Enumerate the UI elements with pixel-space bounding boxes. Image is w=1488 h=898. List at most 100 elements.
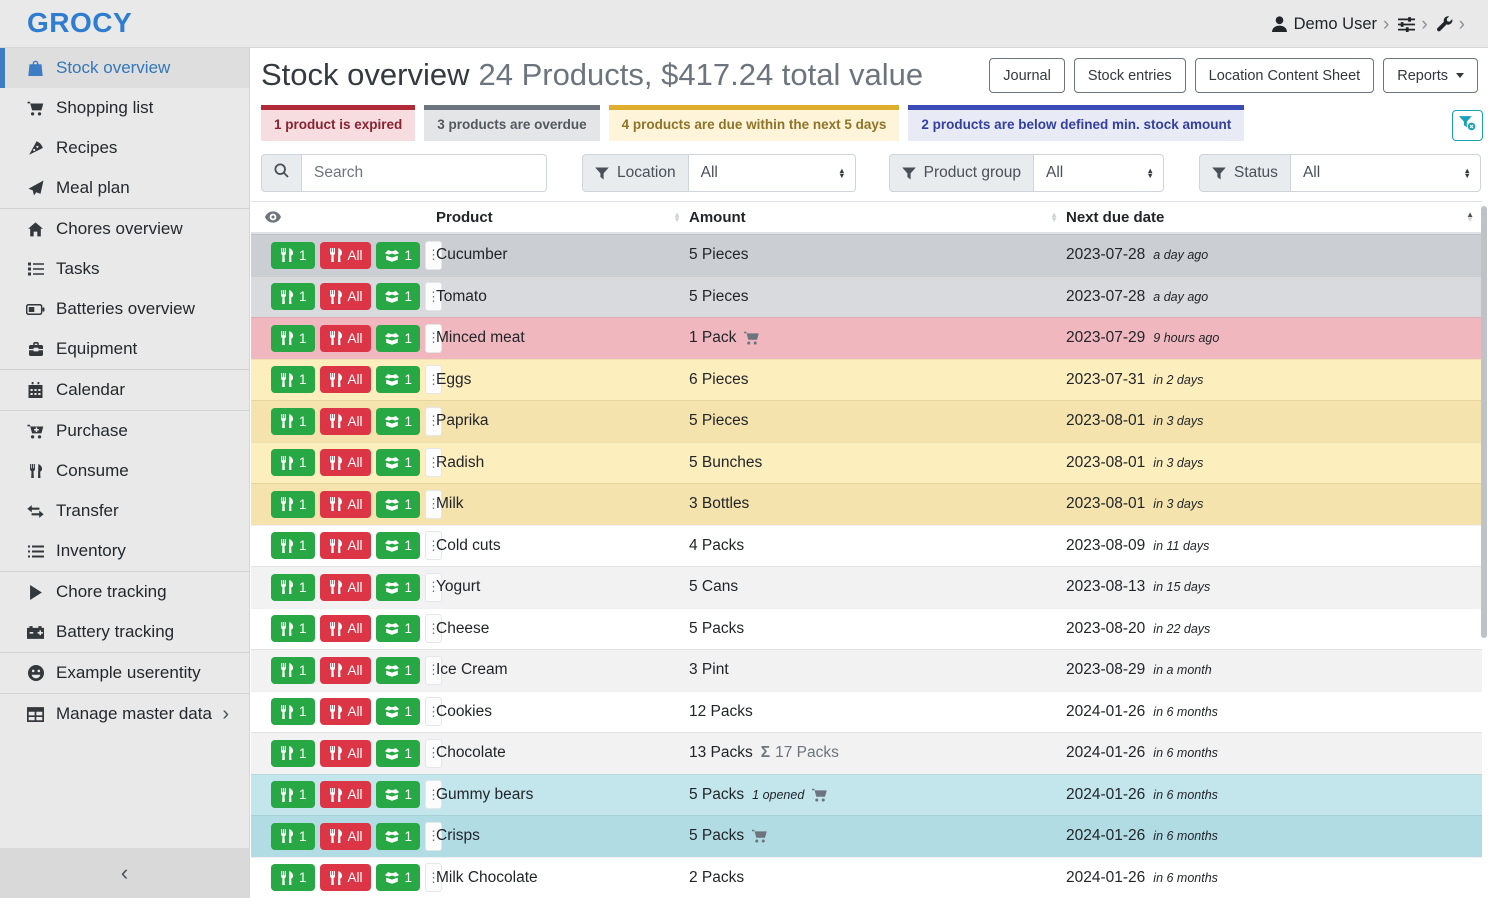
consume-all-button[interactable]: All <box>320 823 371 850</box>
consume-all-button[interactable]: All <box>320 325 371 352</box>
search-input[interactable] <box>302 154 547 192</box>
consume-all-button[interactable]: All <box>320 408 371 435</box>
admin-menu[interactable] <box>1437 16 1453 32</box>
consume-one-label: 1 <box>299 455 307 470</box>
consume-all-button[interactable]: All <box>320 781 371 808</box>
consume-one-button[interactable]: 1 <box>271 532 315 559</box>
header-next-due-date[interactable]: Next due date ▲▼ <box>1066 209 1482 226</box>
sidebar-item-consume[interactable]: Consume <box>0 451 249 491</box>
consume-one-button[interactable]: 1 <box>271 823 315 850</box>
sidebar-item-transfer[interactable]: Transfer <box>0 491 249 531</box>
open-one-button[interactable]: 1 <box>376 574 421 601</box>
open-one-button[interactable]: 1 <box>376 242 421 269</box>
open-one-button[interactable]: 1 <box>376 491 421 518</box>
consume-one-button[interactable]: 1 <box>271 491 315 518</box>
open-one-button[interactable]: 1 <box>376 408 421 435</box>
open-one-button[interactable]: 1 <box>376 740 421 767</box>
caret-down-icon <box>1456 73 1464 78</box>
sidebar-item-equipment[interactable]: Equipment <box>0 329 249 369</box>
consume-all-button[interactable]: All <box>320 740 371 767</box>
consume-one-button[interactable]: 1 <box>271 366 315 393</box>
consume-all-button[interactable]: All <box>320 366 371 393</box>
toolbox-icon <box>25 342 46 357</box>
open-one-button[interactable]: 1 <box>376 615 421 642</box>
sidebar-item-purchase[interactable]: Purchase <box>0 411 249 451</box>
clear-filters-button[interactable] <box>1452 110 1483 141</box>
open-one-button[interactable]: 1 <box>376 823 421 850</box>
sidebar-item-label: Battery tracking <box>56 622 174 642</box>
open-one-label: 1 <box>405 455 413 470</box>
sidebar-item-tasks[interactable]: Tasks <box>0 249 249 289</box>
consume-all-button[interactable]: All <box>320 283 371 310</box>
open-one-button[interactable]: 1 <box>376 325 421 352</box>
status-alert-2-products-are-below-defined-min-stock-amount[interactable]: 2 products are below defined min. stock … <box>908 105 1244 141</box>
consume-one-button[interactable]: 1 <box>271 615 315 642</box>
filter-select-location[interactable]: All▲▼ <box>689 154 856 192</box>
consume-all-button[interactable]: All <box>320 615 371 642</box>
filter-select-status[interactable]: All▲▼ <box>1291 154 1481 192</box>
sidebar-item-example-userentity[interactable]: Example userentity <box>0 653 249 693</box>
sidebar-item-calendar[interactable]: Calendar <box>0 370 249 410</box>
consume-all-button[interactable]: All <box>320 491 371 518</box>
status-alert-1-product-is-expired[interactable]: 1 product is expired <box>261 105 415 141</box>
consume-all-button[interactable]: All <box>320 698 371 725</box>
consume-one-button[interactable]: 1 <box>271 657 315 684</box>
consume-all-button[interactable]: All <box>320 864 371 891</box>
consume-one-button[interactable]: 1 <box>271 574 315 601</box>
settings-menu[interactable] <box>1398 17 1415 32</box>
consume-all-button[interactable]: All <box>320 449 371 476</box>
sidebar-item-manage-master-data[interactable]: Manage master data› <box>0 694 249 734</box>
next-due-date-cell: 2023-08-01in 3 days <box>1066 454 1482 472</box>
sidebar-collapse-button[interactable]: ‹ <box>0 848 249 898</box>
select-caret-icon: ▲▼ <box>1147 168 1154 178</box>
location-content-sheet-button[interactable]: Location Content Sheet <box>1195 58 1375 93</box>
sidebar-item-stock-overview[interactable]: Stock overview <box>0 48 249 88</box>
amount-total: Σ17 Packs <box>761 744 839 762</box>
status-alert-4-products-are-due-within-the-next-5-days[interactable]: 4 products are due within the next 5 day… <box>609 105 900 141</box>
open-one-button[interactable]: 1 <box>376 657 421 684</box>
consume-all-button[interactable]: All <box>320 242 371 269</box>
open-one-button[interactable]: 1 <box>376 781 421 808</box>
vertical-scrollbar[interactable] <box>1481 206 1487 638</box>
journal-button[interactable]: Journal <box>989 58 1065 93</box>
sidebar-item-meal-plan[interactable]: Meal plan <box>0 168 249 208</box>
sidebar-item-inventory[interactable]: Inventory <box>0 531 249 571</box>
user-menu[interactable]: Demo User <box>1272 15 1377 34</box>
reports-dropdown-button[interactable]: Reports <box>1383 58 1478 93</box>
sidebar-item-chores-overview[interactable]: Chores overview <box>0 209 249 249</box>
table-row-gummy-bears: 1All1⋮Gummy bears5 Packs1 opened2024-01-… <box>251 774 1482 816</box>
filter-select-product-group[interactable]: All▲▼ <box>1034 154 1164 192</box>
grocy-logo[interactable]: GROCY <box>27 7 132 39</box>
sidebar-item-recipes[interactable]: Recipes <box>0 128 249 168</box>
open-one-button[interactable]: 1 <box>376 283 421 310</box>
opened-note: 1 opened <box>752 788 804 802</box>
open-one-button[interactable]: 1 <box>376 864 421 891</box>
consume-all-button[interactable]: All <box>320 532 371 559</box>
sidebar-item-shopping-list[interactable]: Shopping list <box>0 88 249 128</box>
consume-one-button[interactable]: 1 <box>271 449 315 476</box>
consume-all-button[interactable]: All <box>320 574 371 601</box>
open-one-button[interactable]: 1 <box>376 449 421 476</box>
consume-one-button[interactable]: 1 <box>271 408 315 435</box>
stock-entries-button[interactable]: Stock entries <box>1074 58 1186 93</box>
consume-one-label: 1 <box>299 870 307 885</box>
consume-one-button[interactable]: 1 <box>271 283 315 310</box>
due-date-human: in 3 days <box>1153 414 1203 428</box>
open-one-label: 1 <box>405 787 413 802</box>
open-one-button[interactable]: 1 <box>376 366 421 393</box>
open-one-button[interactable]: 1 <box>376 532 421 559</box>
header-product[interactable]: Product ▲▼ <box>436 209 689 226</box>
consume-one-button[interactable]: 1 <box>271 325 315 352</box>
consume-one-button[interactable]: 1 <box>271 781 315 808</box>
open-one-button[interactable]: 1 <box>376 698 421 725</box>
sidebar-item-chore-tracking[interactable]: Chore tracking <box>0 572 249 612</box>
sidebar-item-battery-tracking[interactable]: Battery tracking <box>0 612 249 652</box>
status-alert-3-products-are-overdue[interactable]: 3 products are overdue <box>424 105 599 141</box>
consume-one-button[interactable]: 1 <box>271 242 315 269</box>
consume-one-button[interactable]: 1 <box>271 864 315 891</box>
consume-one-button[interactable]: 1 <box>271 698 315 725</box>
header-amount[interactable]: Amount ▲▼ <box>689 209 1066 226</box>
consume-one-button[interactable]: 1 <box>271 740 315 767</box>
sidebar-item-batteries-overview[interactable]: Batteries overview <box>0 289 249 329</box>
consume-all-button[interactable]: All <box>320 657 371 684</box>
